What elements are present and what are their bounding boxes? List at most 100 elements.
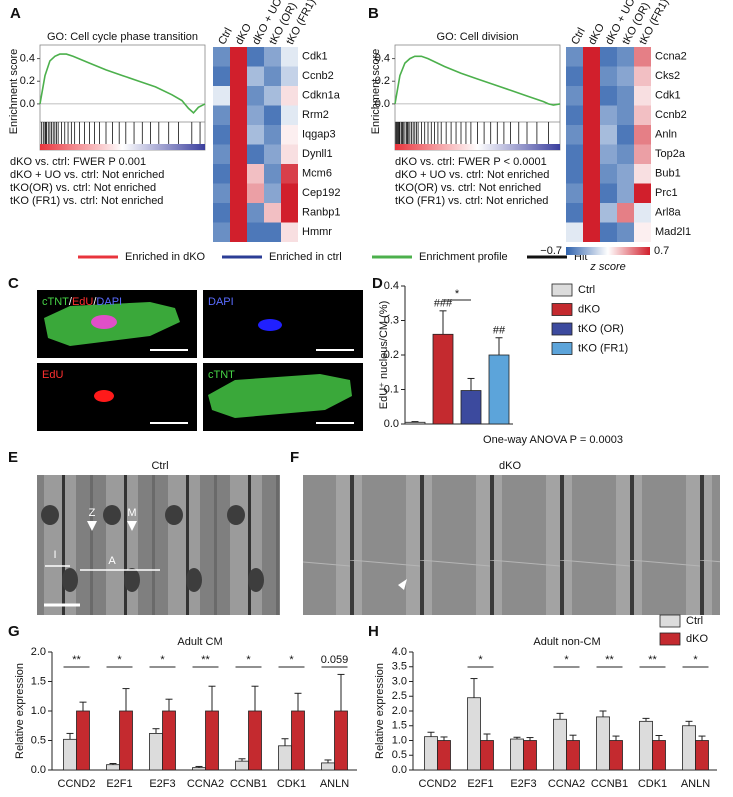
heat-cell xyxy=(213,125,230,145)
row-label: Anln xyxy=(655,129,677,141)
x-tick-label: CCNB1 xyxy=(591,778,628,790)
row-label: Ccnb2 xyxy=(655,109,687,121)
heat-cell xyxy=(600,164,617,184)
y-tick-label: 0.4 xyxy=(384,280,399,292)
legend-label: dKO xyxy=(578,303,600,315)
tile-label-part: cTNT xyxy=(208,369,235,381)
panel-letter: H xyxy=(368,623,379,640)
stat-note: dKO vs. ctrl: FWER P 0.001 xyxy=(10,156,146,168)
heat-cell xyxy=(230,144,247,164)
bar xyxy=(488,354,510,425)
heat-cell xyxy=(264,66,281,86)
nucleus xyxy=(258,319,282,331)
tile xyxy=(203,290,363,358)
heat-cell xyxy=(281,125,298,145)
legend-swatch xyxy=(551,322,573,336)
image-title: dKO xyxy=(499,460,521,472)
heat-cell xyxy=(264,125,281,145)
y-tick-label: 0.4 xyxy=(375,52,390,64)
heat-cell xyxy=(264,47,281,67)
sig-label: 0.059 xyxy=(321,654,349,666)
nucleus xyxy=(91,315,117,329)
micrographs-c xyxy=(37,290,363,431)
x-tick-label: CCNA2 xyxy=(187,778,224,790)
heat-cell xyxy=(600,125,617,145)
y-tick-label: 0.4 xyxy=(20,52,35,64)
heat-cell xyxy=(600,47,617,67)
bar xyxy=(553,718,567,771)
heat-cell xyxy=(566,164,583,184)
heat-cell xyxy=(634,86,651,106)
heat-cell xyxy=(634,66,651,86)
bar xyxy=(149,733,163,771)
y-axis-label: Relative expression xyxy=(374,663,386,759)
row-label: Ccnb2 xyxy=(302,70,334,82)
em-image xyxy=(303,475,720,615)
heat-cell xyxy=(617,105,634,125)
y-tick-label: 2.0 xyxy=(31,646,46,658)
em-label: M xyxy=(127,507,136,519)
bar xyxy=(76,710,90,771)
row-label: Cep192 xyxy=(302,187,341,199)
arrowhead xyxy=(127,521,137,531)
x-tick-label: E2F3 xyxy=(510,778,536,790)
legend-label: Enriched in ctrl xyxy=(269,251,342,263)
heat-cell xyxy=(566,222,583,242)
bar xyxy=(205,710,219,771)
column-label: dKO xyxy=(233,21,254,46)
error-bar xyxy=(495,337,503,355)
heat-cell xyxy=(247,203,264,223)
error-bar xyxy=(251,685,259,711)
arrowhead xyxy=(87,521,97,531)
error-bar xyxy=(440,736,448,741)
bar xyxy=(682,725,696,771)
error-bar xyxy=(483,733,491,741)
bar xyxy=(321,762,335,771)
x-tick-label: ANLN xyxy=(320,778,349,790)
heat-cell xyxy=(583,222,600,242)
error-bar xyxy=(569,734,577,741)
rank-gradient xyxy=(40,144,205,150)
chart-title: Adult CM xyxy=(177,636,222,648)
heat-cell xyxy=(281,203,298,223)
micrographs-ef: Ctrl dKO Z M I A xyxy=(37,460,720,615)
heat-cell xyxy=(600,183,617,203)
heat-cell xyxy=(230,183,247,203)
heat-cell xyxy=(617,86,634,106)
heat-cell xyxy=(247,47,264,67)
heat-cell xyxy=(213,86,230,106)
y-tick-label: 0.2 xyxy=(375,75,390,87)
heat-cell xyxy=(213,144,230,164)
bar xyxy=(404,421,426,425)
bar xyxy=(424,736,438,771)
y-axis-label: Relative expression xyxy=(14,663,26,759)
stat-note: tKO (FR1) vs. ctrl: Not enriched xyxy=(395,195,548,207)
heat-cell xyxy=(281,144,298,164)
bar xyxy=(278,745,292,771)
error-bar xyxy=(439,310,447,335)
tile-label-part: DAPI xyxy=(96,296,122,308)
tile-label-part: DAPI xyxy=(208,296,234,308)
heat-cell xyxy=(213,203,230,223)
error-bar xyxy=(599,710,607,717)
heat-cell xyxy=(566,125,583,145)
heat-cell xyxy=(583,144,600,164)
tile-label-part: EdU xyxy=(42,369,63,381)
heat-cell xyxy=(634,47,651,67)
y-axis-label: EdU⁺ nucleus/CM (%) xyxy=(378,301,390,410)
stat-note: tKO(OR) vs. ctrl: Not enriched xyxy=(395,182,541,194)
error-bar xyxy=(685,720,693,726)
em-label: I xyxy=(53,549,56,561)
y-tick-label: 0.5 xyxy=(31,734,46,746)
heat-cell xyxy=(230,203,247,223)
heat-cell xyxy=(583,125,600,145)
y-tick-label: 3.0 xyxy=(392,675,407,687)
bar xyxy=(566,740,580,771)
bar xyxy=(467,697,481,771)
em-label: Z xyxy=(89,507,96,519)
error-bar xyxy=(526,737,534,741)
heat-cell xyxy=(230,66,247,86)
legend-label: Enrichment profile xyxy=(419,251,508,263)
heat-cell xyxy=(247,125,264,145)
annotation: One-way ANOVA P = 0.0003 xyxy=(483,434,623,446)
